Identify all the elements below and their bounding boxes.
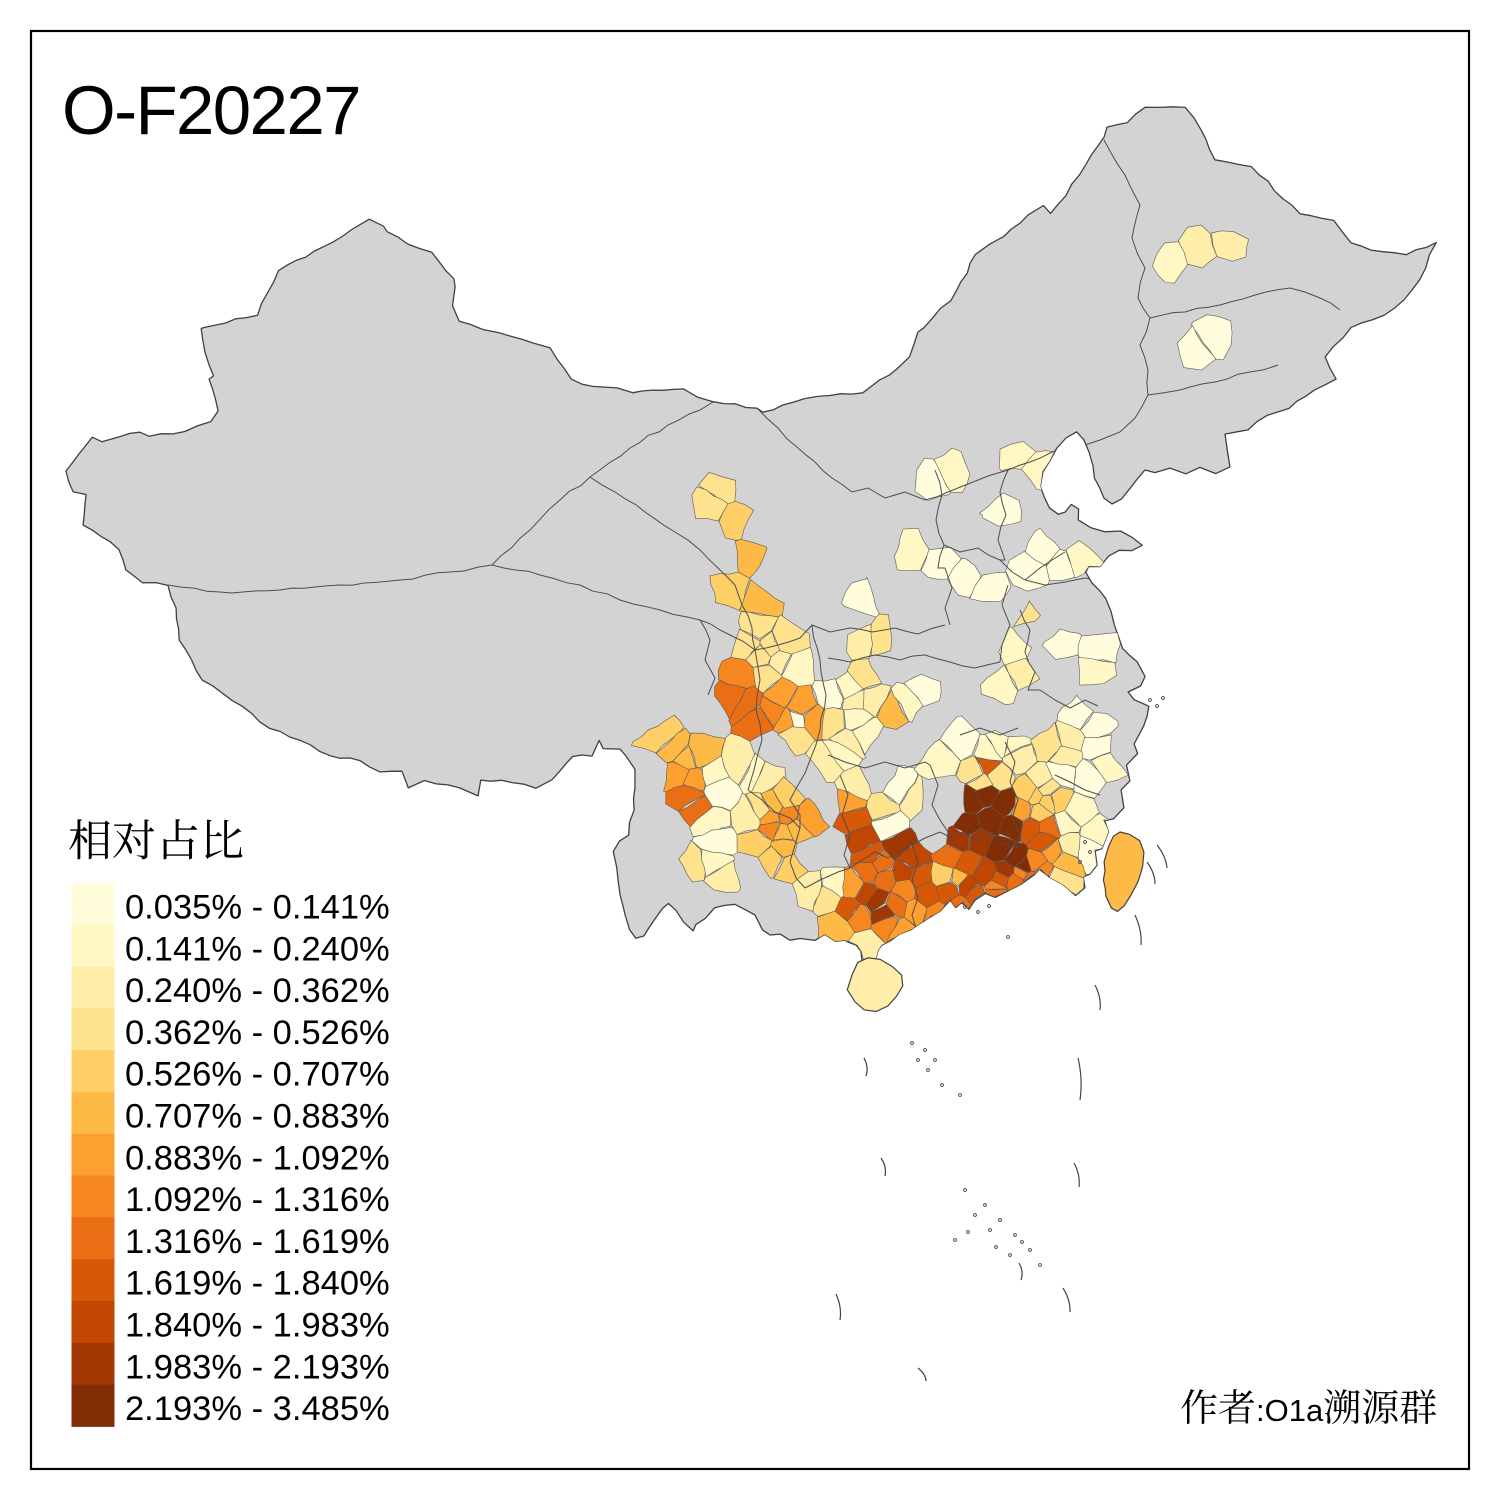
svg-text:O-F20227: O-F20227 [62,72,360,149]
svg-text:1.840% - 1.983%: 1.840% - 1.983% [125,1307,390,1345]
svg-text:0.141% - 0.240%: 0.141% - 0.240% [125,930,390,968]
svg-text:0.035% - 0.141%: 0.035% - 0.141% [125,889,390,927]
svg-text::O1a: :O1a [1256,1393,1324,1428]
svg-text:0.362% - 0.526%: 0.362% - 0.526% [125,1014,390,1052]
svg-text:0.883% - 1.092%: 0.883% - 1.092% [125,1139,390,1177]
svg-text:0.526% - 0.707%: 0.526% - 0.707% [125,1056,390,1094]
svg-text:0.240% - 0.362%: 0.240% - 0.362% [125,972,390,1010]
svg-text:1.316% - 1.619%: 1.316% - 1.619% [125,1223,390,1261]
svg-text:0.707% - 0.883%: 0.707% - 0.883% [125,1098,390,1136]
svg-text:1.092% - 1.316%: 1.092% - 1.316% [125,1181,390,1219]
svg-text:1.983% - 2.193%: 1.983% - 2.193% [125,1348,390,1386]
svg-text:1.619% - 1.840%: 1.619% - 1.840% [125,1265,390,1303]
svg-text:2.193% - 3.485%: 2.193% - 3.485% [125,1390,390,1428]
